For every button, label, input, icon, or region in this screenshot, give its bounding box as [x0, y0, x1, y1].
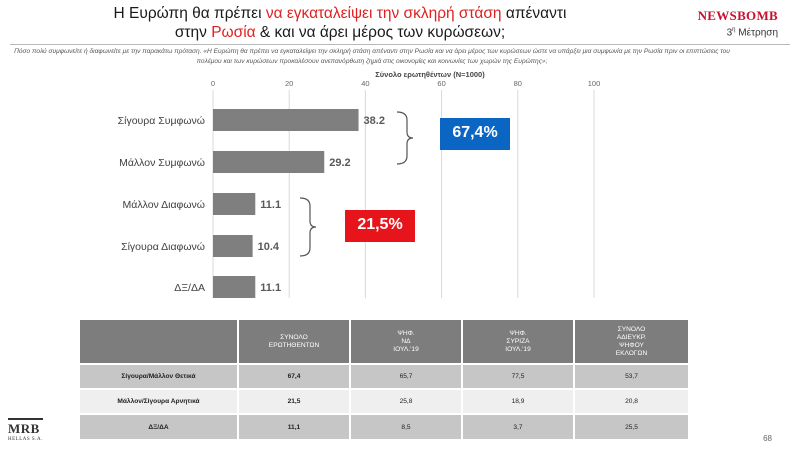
measurement-sup: η — [732, 27, 736, 33]
bar — [213, 151, 325, 173]
title-text: στην — [174, 24, 212, 41]
bar — [213, 109, 359, 131]
agree-brace — [396, 111, 414, 165]
table-cell: 77,5 — [461, 363, 574, 389]
mrb-logo: MRB HELLAS S.A. — [8, 418, 43, 442]
x-tick-label: 0 — [211, 79, 215, 88]
table-cell: 3,7 — [461, 413, 574, 439]
bar — [213, 235, 253, 257]
x-tick-label: 20 — [285, 79, 293, 88]
value-label: 38.2 — [364, 115, 385, 127]
category-label: Σίγουρα Διαφωνώ — [121, 241, 205, 253]
measurement-text: Μέτρηση — [735, 27, 778, 39]
disagree-total-callout: 21,5% — [345, 210, 415, 242]
mrb-sub: HELLAS S.A. — [8, 437, 43, 442]
header-divider — [10, 44, 790, 45]
table-cell: 25,5 — [573, 413, 688, 439]
table-cell: 21,5 — [237, 388, 350, 414]
x-tick-label: 40 — [361, 79, 369, 88]
table-cell: 67,4 — [237, 363, 350, 389]
breakdown-table: ΣΥΝΟΛΟ ΕΡΩΤΗΘΕΝΤΩΝ ΨΗΦ. ΝΔ ΙΟΥΛ.'19 ΨΗΦ. ΣΥΡ… — [80, 320, 688, 439]
measurement-label: 3η Μέτρηση — [727, 27, 778, 38]
table-header-row: ΣΥΝΟΛΟ ΕΡΩΤΗΘΕΝΤΩΝ ΨΗΦ. ΝΔ ΙΟΥΛ.'19 ΨΗΦ. ΣΥΡ… — [80, 320, 688, 364]
row-label-cell: ΔΞ/ΔΑ — [80, 413, 238, 439]
table-cell: 8,5 — [349, 413, 462, 439]
table-header-cell: ΣΥΝΟΛΟ ΑΔΙΕΥΚΡ. ΨΗΦΟΥ ΕΚΛΟΓΩΝ — [573, 320, 688, 364]
row-label-cell: Σίγουρα/Μάλλον Θετικά — [80, 363, 238, 389]
x-tick-label: 80 — [514, 79, 522, 88]
category-label: Μάλλον Συμφωνώ — [119, 157, 205, 169]
measurement-number: 3 — [726, 27, 733, 39]
value-label: 29.2 — [329, 157, 350, 169]
table-row: Σίγουρα/Μάλλον Θετικά 67,4 65,7 77,5 53,7 — [80, 363, 688, 389]
bar — [213, 276, 256, 298]
table-cell: 20,8 — [573, 388, 688, 414]
x-tick-label: 60 — [437, 79, 445, 88]
table-header-cell: ΣΥΝΟΛΟ ΕΡΩΤΗΘΕΝΤΩΝ — [237, 320, 350, 364]
mrb-mark: MRB — [8, 418, 43, 437]
agree-total-callout: 67,4% — [440, 118, 510, 150]
category-label: ΔΞ/ΔΑ — [174, 282, 205, 294]
x-tick-label: 100 — [588, 79, 601, 88]
page-number: 68 — [763, 434, 772, 443]
table-cell: 25,8 — [349, 388, 462, 414]
category-label: Σίγουρα Συμφωνώ — [118, 115, 205, 127]
table-cell: 18,9 — [461, 388, 574, 414]
table-cell: 11,1 — [237, 413, 350, 439]
title-text: & και να άρει μέρος των κυρώσεων; — [255, 24, 506, 41]
table-row: Μάλλον/Σίγουρα Αρνητικά 21,5 25,8 18,9 20,8 — [80, 388, 688, 414]
value-label: 11.1 — [260, 282, 281, 294]
bar — [213, 193, 256, 215]
page-title: Η Ευρώπη θα πρέπει να εγκαταλείψει την σ… — [60, 4, 620, 42]
bar-chart: 0 20 40 60 80 100 Σίγουρα Συμφωνώ 38.2 Μάλλον Συ… — [118, 79, 601, 298]
value-label: 10.4 — [258, 241, 280, 253]
title-text: Η Ευρώπη θα πρέπει — [113, 5, 266, 22]
newsbomb-logo: NEWSBOMB — [697, 8, 778, 23]
row-label-cell: Μάλλον/Σίγουρα Αρνητικά — [80, 388, 238, 414]
table-cell: 53,7 — [573, 363, 688, 389]
title-highlight: να εγκαταλείψει την σκληρή στάση — [265, 5, 502, 22]
table-row: ΔΞ/ΔΑ 11,1 8,5 3,7 25,5 — [80, 413, 688, 439]
value-label: 11.1 — [260, 199, 281, 211]
category-label: Μάλλον Διαφωνώ — [123, 199, 205, 211]
disagree-brace — [299, 197, 317, 257]
table-header-cell: ΨΗΦ. ΝΔ ΙΟΥΛ.'19 — [349, 320, 462, 364]
table-cell: 65,7 — [349, 363, 462, 389]
question-text: Πόσο πολύ συμφωνείτε ή διαφωνείτε με την… — [14, 48, 730, 65]
table-header-cell: ΨΗΦ. ΣΥΡΙΖΑ ΙΟΥΛ.'19 — [461, 320, 574, 364]
title-highlight: Ρωσία — [211, 24, 256, 41]
chart-title: Σύνολο ερωτηθέντων (N=1000) — [375, 70, 485, 79]
title-text: απέναντι — [501, 5, 567, 22]
table-header-cell — [80, 320, 238, 364]
table-body: Σίγουρα/Μάλλον Θετικά 67,4 65,7 77,5 53,7 Μάλ… — [80, 363, 688, 439]
